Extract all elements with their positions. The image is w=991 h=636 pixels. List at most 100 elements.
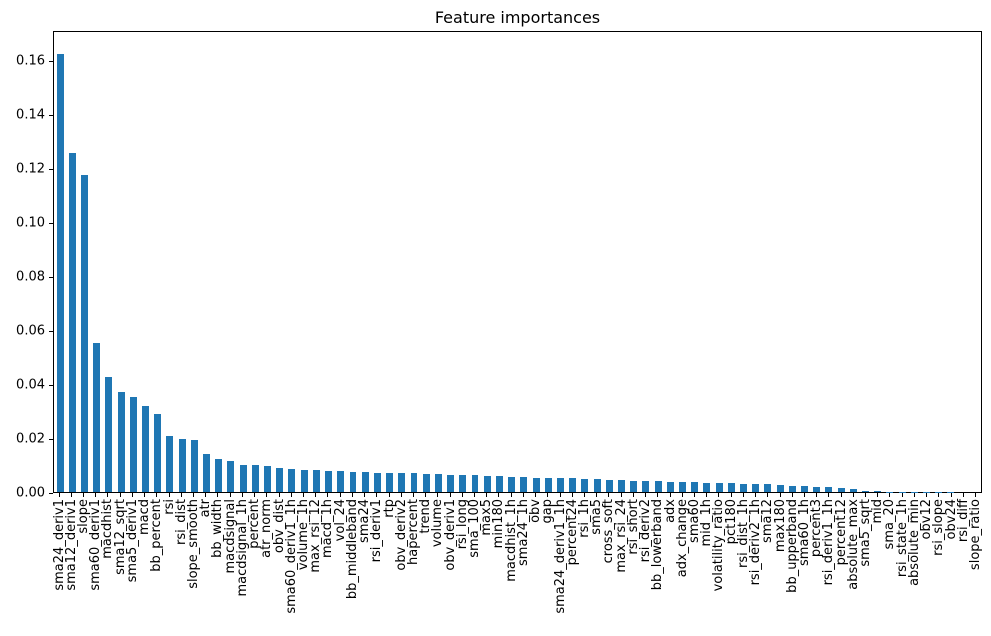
y-tick-label: 0.00 <box>16 485 45 501</box>
bar-sma_100 <box>471 475 479 492</box>
bar-slot <box>725 32 737 492</box>
x-tick-mark <box>889 493 891 497</box>
bar-mid_1h <box>703 482 711 492</box>
bar-atr_norm <box>264 466 272 492</box>
x-tick-mark <box>437 493 439 497</box>
bar-rsi_dist <box>178 439 186 492</box>
x-tick-mark <box>168 493 170 497</box>
x-tick-slot <box>921 493 933 498</box>
bar-slope <box>81 174 88 492</box>
x-tick-mark <box>779 493 781 497</box>
x-tick-slot <box>603 493 615 498</box>
x-tick-slot <box>786 493 798 498</box>
x-tick-mark <box>119 493 121 497</box>
x-tick-slot <box>77 493 89 498</box>
bar-sma24_deriv1_1h <box>556 478 564 492</box>
x-tick-mark <box>131 493 133 497</box>
bar-slot <box>945 32 957 492</box>
bar-sma60_deriv1_1h <box>288 468 296 492</box>
bar-atr <box>203 453 211 492</box>
x-tick-mark <box>950 493 952 497</box>
bar-mid <box>874 491 882 492</box>
x-tick-slot <box>346 493 358 498</box>
bar-macdsignal_1h <box>239 464 247 492</box>
x-tick-mark <box>83 493 85 497</box>
x-tick-slot <box>627 493 639 498</box>
x-tick-slot <box>102 493 114 498</box>
y-tick-mark <box>49 330 53 332</box>
bar-rsi_1h <box>581 478 589 492</box>
bar-sma12_sqrt <box>117 391 125 492</box>
bar-slot <box>78 32 90 492</box>
bar-slot <box>66 32 78 492</box>
bar-volume_1h <box>300 469 308 492</box>
bar-slot <box>872 32 884 492</box>
x-tick-mark <box>767 493 769 497</box>
bar-slot <box>615 32 627 492</box>
x-tick-mark <box>339 493 341 497</box>
bar-slot <box>481 32 493 492</box>
x-tick-slot <box>249 493 261 498</box>
x-tick-slot <box>762 493 774 498</box>
x-tick-mark <box>681 493 683 497</box>
bar-slot <box>567 32 579 492</box>
x-tick-slot <box>701 493 713 498</box>
bar-slot <box>286 32 298 492</box>
x-tick-mark <box>461 493 463 497</box>
x-tick-mark <box>95 493 97 497</box>
y-tick-label: 0.06 <box>16 323 45 339</box>
x-tick-mark <box>755 493 757 497</box>
x-tick-mark <box>364 493 366 497</box>
x-tick-slot <box>566 493 578 498</box>
y-tick-mark <box>49 276 53 278</box>
bar-slot <box>652 32 664 492</box>
x-tick-slot <box>554 493 566 498</box>
y-tick-mark <box>49 114 53 116</box>
x-tick-mark <box>901 493 903 497</box>
x-tick-slot <box>420 493 432 498</box>
x-tick-slot <box>676 493 688 498</box>
bar-slot <box>310 32 322 492</box>
x-tick-mark <box>657 493 659 497</box>
bar-slot <box>371 32 383 492</box>
x-tick-mark <box>791 493 793 497</box>
x-tick-mark <box>144 493 146 497</box>
bar-macdsignal <box>227 461 235 492</box>
bar-slot <box>884 32 896 492</box>
bar-slot <box>274 32 286 492</box>
bar-sma12 <box>764 484 772 492</box>
x-tick-slot <box>310 493 322 498</box>
x-tick-label-slope_ratio: slope_ratio <box>968 499 984 571</box>
bar-rsi_long <box>459 474 467 492</box>
bar-percent3 <box>813 486 821 492</box>
x-tick-mark <box>156 493 158 497</box>
bar-slot <box>713 32 725 492</box>
x-tick-slot <box>53 493 65 498</box>
bar-sma60_1h <box>801 486 808 492</box>
bar-max_rsi_12 <box>312 470 320 492</box>
x-tick-mark <box>877 493 879 497</box>
bar-rsi_deriv1 <box>373 472 381 492</box>
y-tick-mark <box>49 60 53 62</box>
x-tick-slot <box>371 493 383 498</box>
x-tick-slot <box>945 493 957 498</box>
bar-slot <box>115 32 127 492</box>
bar-slot <box>408 32 420 492</box>
x-tick-slot <box>126 493 138 498</box>
bar-slot <box>432 32 444 492</box>
y-tick-label: 0.10 <box>16 215 45 231</box>
bar-slot <box>701 32 713 492</box>
x-tick-slot <box>664 493 676 498</box>
y-tick-label: 0.14 <box>16 107 45 123</box>
x-tick-mark <box>816 493 818 497</box>
y-tick-mark <box>49 384 53 386</box>
x-tick-slot <box>493 493 505 498</box>
x-tick-slot <box>163 493 175 498</box>
x-tick-mark <box>376 493 378 497</box>
bar-slot <box>445 32 457 492</box>
bar-slot <box>237 32 249 492</box>
x-tick-mark <box>193 493 195 497</box>
x-tick-slot <box>334 493 346 498</box>
x-tick-slot <box>884 493 896 498</box>
bar-slot <box>542 32 554 492</box>
